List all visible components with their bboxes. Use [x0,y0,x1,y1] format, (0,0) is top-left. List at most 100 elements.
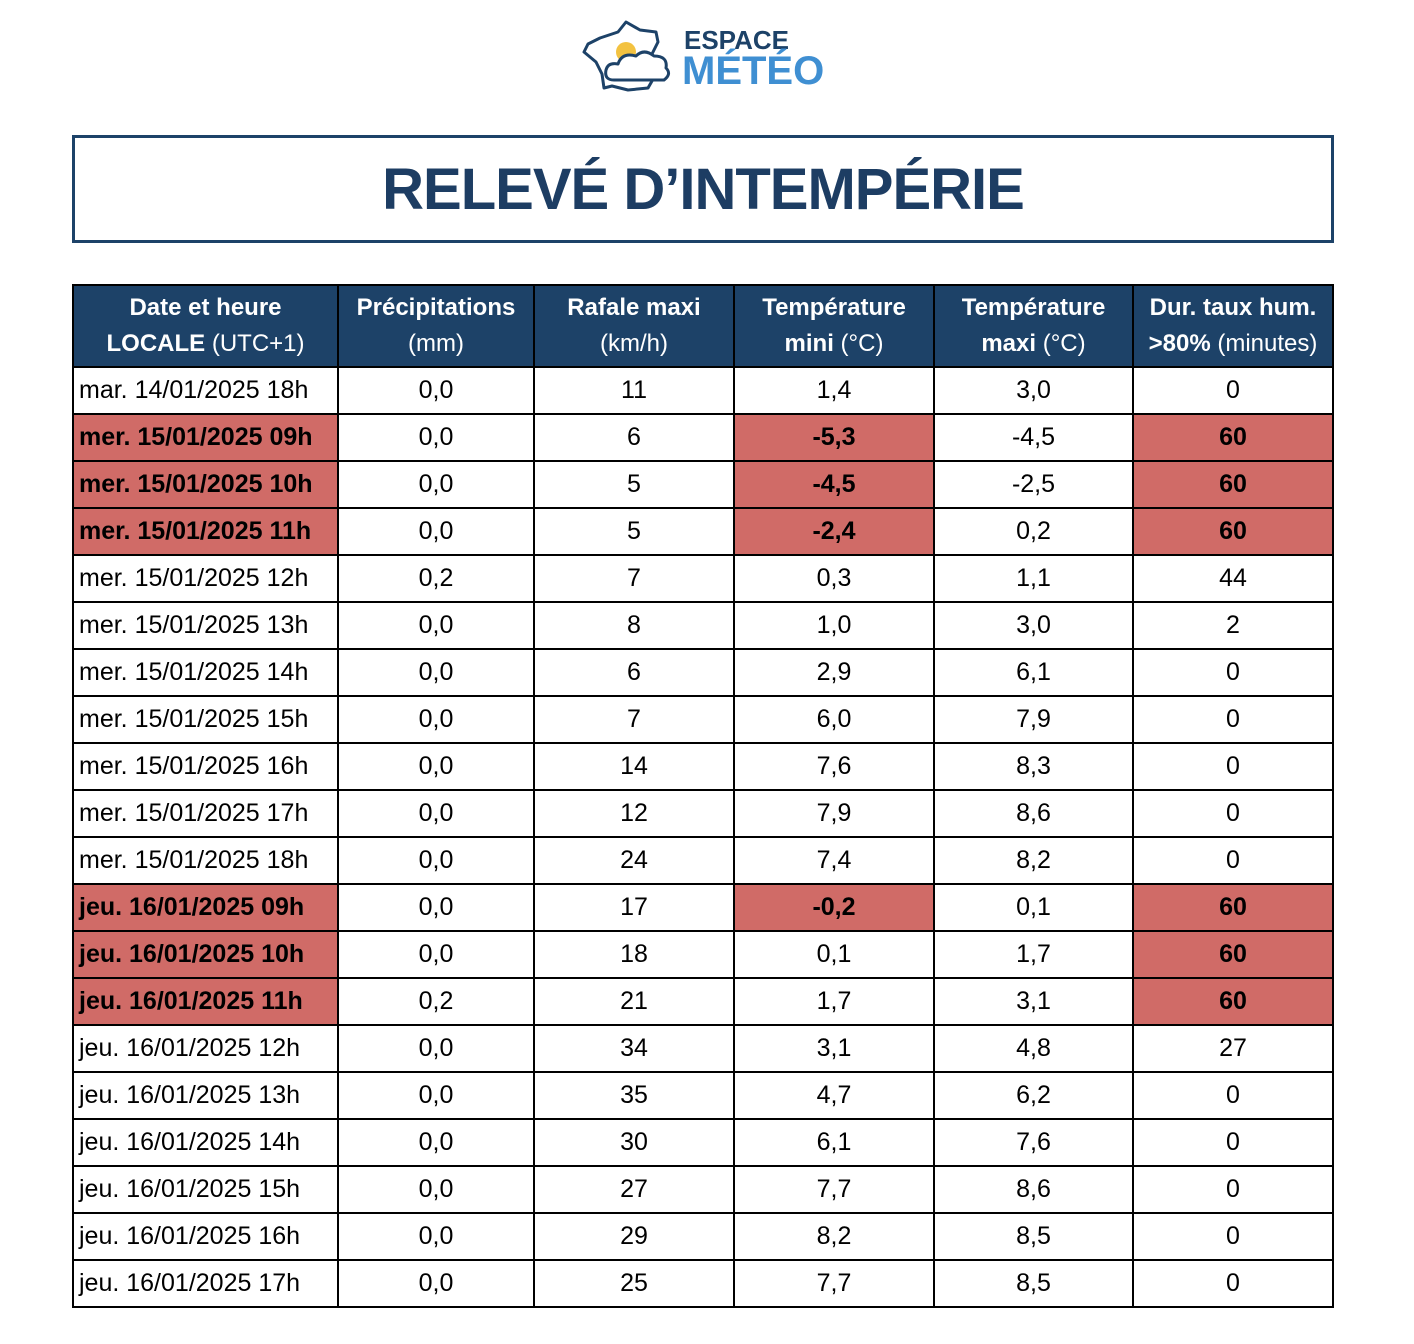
date-cell: mer. 15/01/2025 15h [72,695,339,744]
value-cell: 3,0 [933,366,1134,415]
value-cell: 1,4 [733,366,935,415]
cloud [604,50,671,82]
value-cell: 0,2 [337,554,535,603]
value-cell: 0 [1132,366,1334,415]
date-cell: mer. 15/01/2025 17h [72,789,339,838]
value-cell: -5,3 [733,413,935,462]
table-row: jeu. 16/01/2025 13h 0,0 35 4,7 6,2 0 [72,1071,1334,1120]
value-cell: 60 [1132,930,1334,979]
value-cell: 60 [1132,460,1334,509]
table-row: mer. 15/01/2025 11h 0,0 5 -2,4 0,2 60 [72,507,1334,556]
value-cell: 1,1 [933,554,1134,603]
table-row: jeu. 16/01/2025 16h 0,0 29 8,2 8,5 0 [72,1212,1334,1261]
value-cell: 8,3 [933,742,1134,791]
header-unit: (°C) [840,330,884,357]
value-cell: 7,7 [733,1165,935,1214]
date-cell: mer. 15/01/2025 13h [72,601,339,650]
value-cell: 0,2 [933,507,1134,556]
value-cell: 4,8 [933,1024,1134,1073]
date-cell: jeu. 16/01/2025 14h [72,1118,339,1167]
value-cell: 35 [533,1071,735,1120]
value-cell: 0 [1132,1071,1334,1120]
value-cell: -4,5 [933,413,1134,462]
header-main: Date et heure LOCALE [106,294,282,357]
value-cell: 44 [1132,554,1334,603]
value-cell: 60 [1132,507,1334,556]
value-cell: 8 [533,601,735,650]
table-body: mar. 14/01/2025 18h 0,0 11 1,4 3,0 0 mer. 15/0… [72,366,1334,1308]
value-cell: 18 [533,930,735,979]
value-cell: 27 [533,1165,735,1214]
value-cell: 0,0 [337,460,535,509]
value-cell: 0,1 [933,883,1134,932]
header-main: Température mini [762,294,906,357]
table-row: mer. 15/01/2025 14h 0,0 6 2,9 6,1 0 [72,648,1334,697]
logo: ESPACE MÉTÉO [582,20,824,93]
value-cell: 0 [1132,1259,1334,1308]
table-row: mer. 15/01/2025 10h 0,0 5 -4,5 -2,5 60 [72,460,1334,509]
value-cell: 0,0 [337,1212,535,1261]
value-cell: 0,0 [337,742,535,791]
value-cell: 8,2 [933,836,1134,885]
value-cell: 2,9 [733,648,935,697]
value-cell: 25 [533,1259,735,1308]
date-cell: mer. 15/01/2025 09h [72,413,339,462]
value-cell: 8,5 [933,1212,1134,1261]
logo-line2: MÉTÉO [682,48,824,93]
date-cell: mer. 15/01/2025 11h [72,507,339,556]
value-cell: 0 [1132,648,1334,697]
value-cell: 0 [1132,789,1334,838]
header-unit: (UTC+1) [211,330,305,357]
value-cell: 3,1 [933,977,1134,1026]
value-cell: 6,1 [733,1118,935,1167]
header-unit: (°C) [1042,330,1086,357]
table-row: jeu. 16/01/2025 14h 0,0 30 6,1 7,6 0 [72,1118,1334,1167]
value-cell: 24 [533,836,735,885]
table-row: jeu. 16/01/2025 09h 0,0 17 -0,2 0,1 60 [72,883,1334,932]
date-cell: jeu. 16/01/2025 09h [72,883,339,932]
date-cell: jeu. 16/01/2025 17h [72,1259,339,1308]
value-cell: 7 [533,554,735,603]
value-cell: 0,0 [337,1165,535,1214]
value-cell: 0,0 [337,695,535,744]
value-cell: 2 [1132,601,1334,650]
table-row: jeu. 16/01/2025 15h 0,0 27 7,7 8,6 0 [72,1165,1334,1214]
table-row: mer. 15/01/2025 13h 0,0 8 1,0 3,0 2 [72,601,1334,650]
date-cell: jeu. 16/01/2025 12h [72,1024,339,1073]
date-cell: jeu. 16/01/2025 16h [72,1212,339,1261]
column-header: Température mini (°C) [733,284,935,368]
value-cell: 6,1 [933,648,1134,697]
value-cell: 60 [1132,977,1334,1026]
table-row: mer. 15/01/2025 12h 0,2 7 0,3 1,1 44 [72,554,1334,603]
date-cell: mer. 15/01/2025 18h [72,836,339,885]
table-row: jeu. 16/01/2025 17h 0,0 25 7,7 8,5 0 [72,1259,1334,1308]
table-row: mer. 15/01/2025 16h 0,0 14 7,6 8,3 0 [72,742,1334,791]
value-cell: 3,1 [733,1024,935,1073]
date-cell: mer. 15/01/2025 10h [72,460,339,509]
value-cell: 1,0 [733,601,935,650]
table-row: mer. 15/01/2025 15h 0,0 7 6,0 7,9 0 [72,695,1334,744]
date-cell: mer. 15/01/2025 14h [72,648,339,697]
table-row: jeu. 16/01/2025 10h 0,0 18 0,1 1,7 60 [72,930,1334,979]
value-cell: 11 [533,366,735,415]
header-unit: (mm) [408,330,464,357]
value-cell: 30 [533,1118,735,1167]
value-cell: 34 [533,1024,735,1073]
date-cell: jeu. 16/01/2025 11h [72,977,339,1026]
value-cell: 6 [533,648,735,697]
value-cell: 0,1 [733,930,935,979]
table-row: mer. 15/01/2025 09h 0,0 6 -5,3 -4,5 60 [72,413,1334,462]
table-row: jeu. 16/01/2025 11h 0,2 21 1,7 3,1 60 [72,977,1334,1026]
value-cell: 60 [1132,883,1334,932]
value-cell: 14 [533,742,735,791]
column-header: Rafale maxi (km/h) [533,284,735,368]
value-cell: 6 [533,413,735,462]
value-cell: 4,7 [733,1071,935,1120]
value-cell: 8,5 [933,1259,1134,1308]
data-table: Date et heure LOCALE (UTC+1) Précipitatio… [72,284,1334,1308]
value-cell: -0,2 [733,883,935,932]
date-cell: jeu. 16/01/2025 10h [72,930,339,979]
value-cell: -4,5 [733,460,935,509]
value-cell: 6,0 [733,695,935,744]
value-cell: 7,6 [933,1118,1134,1167]
